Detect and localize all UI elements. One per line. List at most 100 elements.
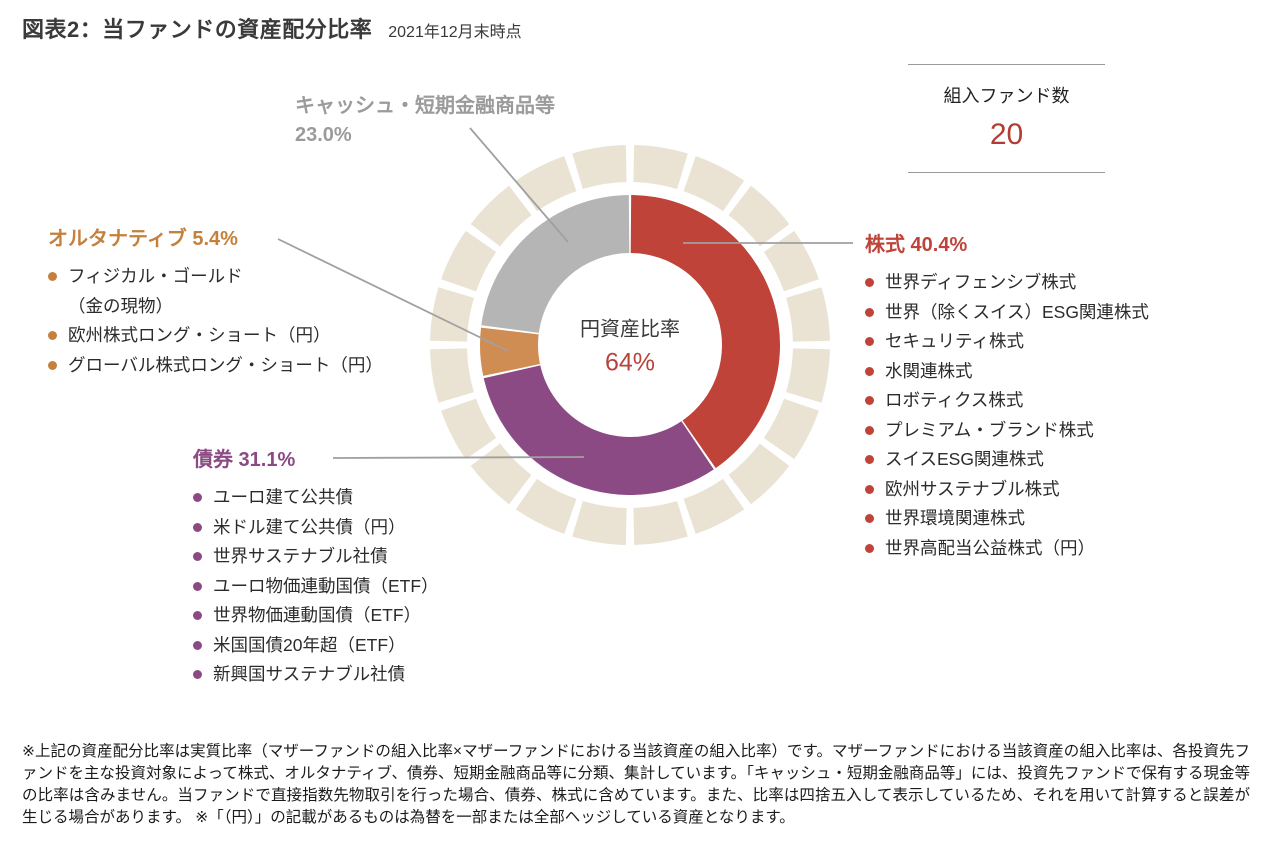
outer-ring-segment: [728, 443, 790, 505]
fund-item-continuation: （金の現物）: [48, 292, 383, 322]
donut-center-label: 円資産比率 64%: [580, 313, 680, 378]
fund-item: 欧州サステナブル株式: [865, 475, 1149, 505]
bullet-icon: [193, 670, 202, 680]
fund-name: 世界（除くスイス）ESG関連株式: [885, 301, 1149, 322]
fund-name: スイスESG関連株式: [885, 449, 1044, 469]
outer-ring-segment: [683, 156, 745, 212]
fund-name: プレミアム・ブランド株式: [885, 419, 1094, 440]
donut-segment: [630, 195, 780, 469]
stocks-header: 株式 40.4%: [865, 234, 968, 256]
bullet-icon: [865, 278, 874, 288]
fund-item: スイスESG関連株式: [865, 445, 1149, 475]
bonds-block: 債券 31.1% ユーロ建て公共債 米ドル建て公共債（円） 世界サステナブル社債…: [193, 443, 439, 690]
bullet-icon: [865, 337, 874, 347]
fund-item: フィジカル・ゴールド: [48, 262, 383, 292]
yen-asset-ratio-label: 円資産比率: [580, 318, 680, 341]
bullet-icon: [193, 640, 202, 650]
alternative-fund-list: フィジカル・ゴールド （金の現物） 欧州株式ロング・ショート（円） グローバル株…: [48, 262, 383, 380]
fund-name: 米国国債20年超（ETF）: [213, 634, 406, 655]
outer-ring-segment: [683, 478, 745, 534]
fund-item: 米国国債20年超（ETF）: [193, 631, 439, 661]
stocks-block: 株式 40.4% 世界ディフェンシブ株式 世界（除くスイス）ESG関連株式 セキ…: [865, 228, 1149, 563]
fund-item: 新興国サステナブル社債: [193, 660, 439, 690]
bullet-icon: [865, 543, 874, 553]
alternative-block: オルタナティブ 5.4% フィジカル・ゴールド （金の現物） 欧州株式ロング・シ…: [48, 222, 383, 380]
bonds-fund-list: ユーロ建て公共債 米ドル建て公共債（円） 世界サステナブル社債 ユーロ物価連動国…: [193, 483, 439, 690]
bullet-icon: [193, 552, 202, 562]
outer-ring-segment: [430, 287, 474, 342]
donut-segment: [481, 195, 630, 333]
fund-name: （金の現物）: [68, 295, 173, 316]
fund-name: 世界物価連動国債（ETF）: [213, 605, 422, 625]
bullet-icon: [865, 425, 874, 435]
outer-ring-segment: [763, 230, 819, 292]
fund-item: 世界ディフェンシブ株式: [865, 268, 1149, 298]
fund-name: 米ドル建て公共債（円）: [213, 516, 406, 537]
fund-count-label: 組入ファンド数: [943, 86, 1070, 106]
bullet-icon: [865, 366, 874, 376]
bullet-icon: [48, 360, 57, 370]
fund-name: 世界サステナブル社債: [213, 546, 388, 566]
fund-name: ユーロ物価連動国債（ETF）: [213, 575, 439, 596]
bullet-icon: [865, 455, 874, 465]
donut-segment: [483, 365, 714, 496]
fund-item: ロボティクス株式: [865, 386, 1149, 416]
outer-ring-segment: [470, 185, 532, 247]
stocks-fund-list: 世界ディフェンシブ株式 世界（除くスイス）ESG関連株式 セキュリティ株式 水関…: [865, 268, 1149, 563]
fund-item: 世界物価連動国債（ETF）: [193, 601, 439, 631]
outer-ring-segment: [763, 398, 819, 460]
bullet-icon: [48, 331, 57, 341]
fund-name: フィジカル・ゴールド: [68, 266, 243, 286]
bullet-icon: [193, 611, 202, 621]
label-cash: キャッシュ・短期金融商品等 23.0%: [295, 92, 555, 150]
fund-count-value: 20: [989, 118, 1024, 151]
fund-name: グローバル株式ロング・ショート（円）: [68, 354, 383, 375]
fund-item: 世界（除くスイス）ESG関連株式: [865, 298, 1149, 328]
outer-ring-segment: [515, 156, 577, 212]
outer-ring-segment: [572, 145, 627, 189]
as-of-date: 2021年12月末時点: [388, 24, 522, 41]
outer-ring-segment: [470, 443, 532, 505]
fund-item: グローバル株式ロング・ショート（円）: [48, 351, 383, 381]
fund-name: 世界ディフェンシブ株式: [885, 272, 1077, 292]
fund-item: 世界環境関連株式: [865, 504, 1149, 534]
fund-item: 水関連株式: [865, 357, 1149, 387]
fund-name: 新興国サステナブル社債: [213, 664, 406, 684]
outer-ring-segment: [441, 398, 497, 460]
cash-category-name: キャッシュ・短期金融商品等: [295, 95, 555, 117]
outer-ring-segment: [515, 478, 577, 534]
outer-ring-segment: [786, 348, 830, 403]
outer-ring-segment: [572, 501, 627, 545]
fund-name: ユーロ建て公共債: [213, 487, 353, 507]
fund-name: 欧州サステナブル株式: [885, 478, 1060, 499]
outer-ring-segment: [633, 501, 688, 545]
title-row: 図表2：当ファンドの資産配分比率 2021年12月末時点: [22, 12, 522, 44]
fund-item: 欧州株式ロング・ショート（円）: [48, 321, 383, 351]
fund-item: 世界サステナブル社債: [193, 542, 439, 572]
fund-item: 世界高配当公益株式（円）: [865, 534, 1149, 564]
fund-item: ユーロ建て公共債: [193, 483, 439, 513]
cash-category-pct: 23.0%: [295, 124, 352, 146]
fund-item: ユーロ物価連動国債（ETF）: [193, 572, 439, 602]
fund-item: セキュリティ株式: [865, 327, 1149, 357]
bullet-icon: [865, 514, 874, 524]
bullet-icon: [48, 272, 57, 282]
bullet-icon: [865, 307, 874, 317]
outer-ring-segment: [728, 185, 790, 247]
fund-name: ロボティクス株式: [885, 390, 1024, 410]
bullet-icon: [193, 493, 202, 503]
alternative-header: オルタナティブ 5.4%: [48, 228, 238, 250]
bullet-icon: [193, 581, 202, 591]
fund-name: セキュリティ株式: [885, 331, 1024, 351]
fund-name: 水関連株式: [885, 360, 973, 381]
footnote: ※上記の資産配分比率は実質比率（マザーファンドの組入比率×マザーファンドにおける…: [22, 743, 1250, 826]
fund-name: 世界高配当公益株式（円）: [885, 537, 1095, 558]
bullet-icon: [865, 396, 874, 406]
bullet-icon: [865, 484, 874, 494]
outer-ring-segment: [633, 145, 688, 189]
fund-name: 世界環境関連株式: [885, 508, 1025, 528]
bonds-header: 債券 31.1%: [193, 449, 296, 471]
outer-ring-segment: [430, 348, 474, 403]
outer-ring-segment: [786, 287, 830, 342]
